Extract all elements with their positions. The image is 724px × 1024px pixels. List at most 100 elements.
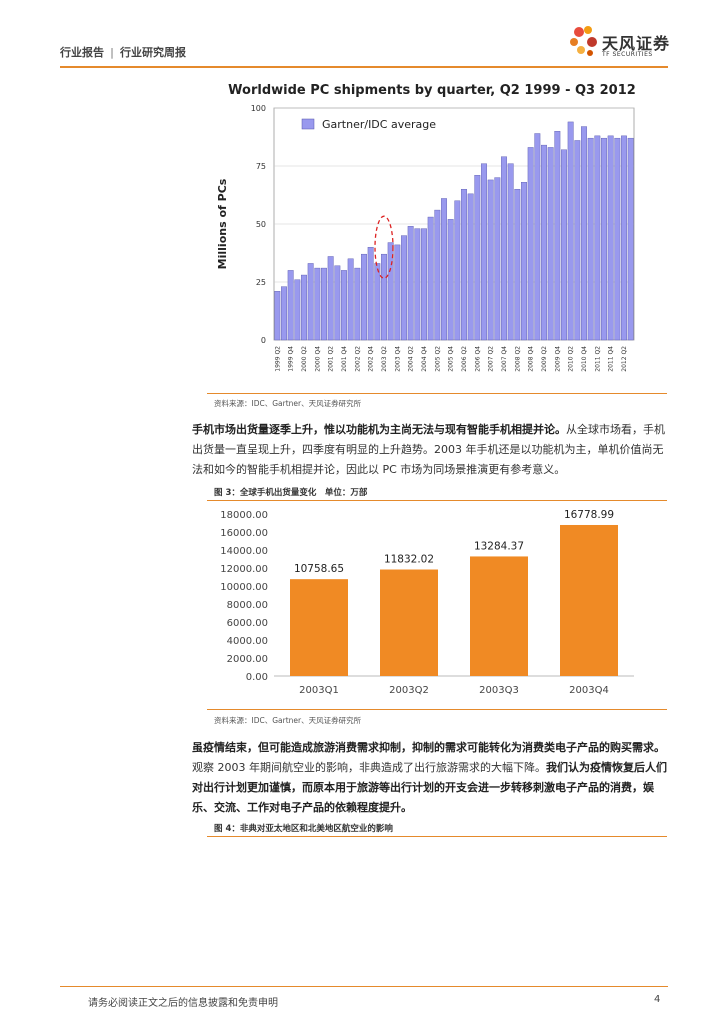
bar xyxy=(290,579,348,676)
data-label: 13284.37 xyxy=(474,540,524,552)
bar xyxy=(307,263,314,341)
x-tick-label: 2005 Q4 xyxy=(448,346,455,372)
x-tick-label: 2003Q2 xyxy=(389,685,429,696)
x-tick-label: 2003Q1 xyxy=(299,685,339,696)
bar xyxy=(614,137,621,341)
bar xyxy=(281,286,287,341)
x-tick-label: 2008 Q4 xyxy=(528,346,535,372)
phone-chart-source: 资料来源：IDC、Gartner、天风证券研究所 xyxy=(214,716,362,725)
bar xyxy=(354,267,361,341)
figure3-title: 图 3：全球手机出货量变化 单位：万部 xyxy=(214,488,368,498)
legend-label: Gartner/IDC average xyxy=(322,118,436,131)
bar xyxy=(341,270,347,341)
logo-petal-icon xyxy=(587,50,593,56)
bar xyxy=(434,209,441,341)
bar xyxy=(414,228,421,341)
pc-chart-source: 资料来源：IDC、Gartner、天风证券研究所 xyxy=(214,399,362,408)
bar xyxy=(401,235,407,341)
bar xyxy=(441,198,447,341)
bar xyxy=(454,200,461,341)
x-tick-label: 2003 Q4 xyxy=(394,346,401,372)
bar xyxy=(581,126,587,341)
logo-petal-icon xyxy=(587,37,597,47)
x-tick-label: 2001 Q2 xyxy=(328,346,335,372)
bar xyxy=(367,246,374,341)
x-tick-label: 2011 Q4 xyxy=(608,346,615,372)
bar xyxy=(421,228,427,341)
bar xyxy=(427,216,434,341)
paragraph-travel-demand: 虽疫情结束，但可能造成旅游消费需求抑制，抑制的需求可能转化为消费类电子产品的购买… xyxy=(192,738,668,818)
x-tick-label: 2004 Q4 xyxy=(421,346,428,372)
bar xyxy=(481,163,487,341)
paragraph-travel-bold-2: 我们认为疫情恢复后人们对出行计划更加谨慎，而原本用于旅游等出行计划的开支会进一步… xyxy=(192,761,667,814)
x-tick-label: 2005 Q2 xyxy=(434,346,441,372)
x-tick-label: 2011 Q2 xyxy=(594,346,601,372)
x-tick-label: 2009 Q4 xyxy=(554,346,561,372)
bar xyxy=(394,244,401,341)
x-tick-label: 2007 Q2 xyxy=(488,346,495,372)
bar xyxy=(547,147,554,341)
bar xyxy=(301,274,307,341)
bar xyxy=(294,279,301,341)
y-tick-label: 6000.00 xyxy=(227,618,268,629)
phone-shipments-chart: 0.00 2000.00 4000.00 6000.00 8000.00 10000.00… xyxy=(220,509,634,696)
pc-shipments-chart: Worldwide PC shipments by quarter, Q2 19… xyxy=(216,83,636,372)
x-tick-label: 1999 Q4 xyxy=(288,346,295,372)
figure4-title: 图 4：非典对亚太地区和北美地区航空业的影响 xyxy=(214,824,393,834)
bar xyxy=(514,188,521,341)
y-tick-label: 100 xyxy=(251,104,266,113)
bar xyxy=(494,177,501,341)
figure-rule xyxy=(207,393,667,394)
data-label: 11832.02 xyxy=(384,554,434,566)
bar xyxy=(380,569,438,676)
bar xyxy=(501,156,507,341)
x-tick-label: 2006 Q4 xyxy=(474,346,481,372)
bar xyxy=(594,135,601,341)
x-tick-label: 2004 Q2 xyxy=(408,346,415,372)
bar xyxy=(527,147,534,341)
bar xyxy=(541,144,547,341)
y-tick-label: 75 xyxy=(256,162,266,171)
x-tick-label: 2010 Q2 xyxy=(568,346,575,372)
bar xyxy=(621,135,627,341)
y-tick-label: 4000.00 xyxy=(227,636,268,647)
paragraph-phone-market-text: 从全球市场看，手机出货量一直呈现上升，四季度有明显的上升趋势。2003 年手机还… xyxy=(192,423,665,476)
paragraph-phone-market-bold: 手机市场出货量逐季上升，惟以功能机为主尚无法与现有智能手机相提并论。 xyxy=(192,423,566,436)
bar xyxy=(574,140,581,341)
bar xyxy=(287,270,294,341)
x-tick-label: 2003Q3 xyxy=(479,685,519,696)
highlight-ellipse xyxy=(374,215,394,279)
header-rule xyxy=(60,66,668,68)
x-tick-label: 2002 Q4 xyxy=(368,346,375,372)
logo-petal-icon xyxy=(570,38,578,46)
bar xyxy=(407,226,414,341)
bar xyxy=(381,253,387,341)
logo-petal-icon xyxy=(584,26,592,34)
bar xyxy=(474,175,481,341)
bar xyxy=(554,131,561,341)
bar xyxy=(347,258,354,341)
x-tick-label: 2003 Q2 xyxy=(381,346,388,372)
report-subcategory: 行业研究周报 xyxy=(120,46,187,59)
bar xyxy=(467,193,474,341)
figure-rule xyxy=(207,709,667,710)
y-tick-label: 18000.00 xyxy=(220,510,268,521)
bar xyxy=(607,135,614,341)
logo-petal-icon xyxy=(577,46,585,54)
figure-rule xyxy=(207,836,667,837)
x-tick-label: 2001 Q4 xyxy=(341,346,348,372)
bar xyxy=(361,253,367,341)
bar xyxy=(274,291,281,341)
figure-rule xyxy=(207,500,667,501)
logo-subtitle: TF SECURITIES xyxy=(602,51,653,58)
bar xyxy=(447,219,454,341)
header-separator: | xyxy=(110,46,115,59)
bar xyxy=(327,256,334,341)
report-header: 行业报告 | 行业研究周报 xyxy=(60,44,186,60)
bar xyxy=(314,267,321,341)
bar xyxy=(587,137,594,341)
bar xyxy=(534,133,541,341)
y-tick-label: 2000.00 xyxy=(227,654,268,665)
x-tick-label: 2010 Q4 xyxy=(581,346,588,372)
paragraph-travel-bold-1: 虽疫情结束，但可能造成旅游消费需求抑制，抑制的需求可能转化为消费类电子产品的购买… xyxy=(192,741,665,754)
